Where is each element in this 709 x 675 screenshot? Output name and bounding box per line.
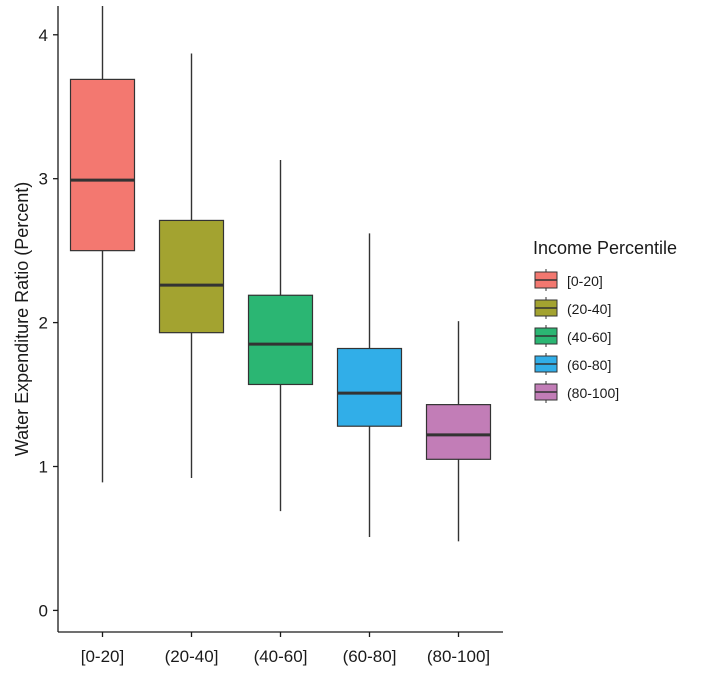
legend-label: (20-40] <box>567 301 611 317</box>
legend-label: (60-80] <box>567 357 611 373</box>
legend-item-1: [0-20] <box>534 269 603 291</box>
legend-label: [0-20] <box>567 273 603 289</box>
x-tick-label: (80-100] <box>427 647 490 666</box>
y-tick-label: 0 <box>39 601 48 620</box>
x-tick-label: (60-80] <box>343 647 397 666</box>
y-tick-label: 1 <box>39 458 48 477</box>
axes: 0 1 2 3 4 [0-20] (20-40] (40-60] (60-80] (80-100]… <box>12 6 503 666</box>
legend-item-2: (20-40] <box>534 297 611 319</box>
legend-label: (80-100] <box>567 385 619 401</box>
legend: Income Percentile [0-20] (20-40] (40-60] (60… <box>533 238 677 403</box>
x-tick-label: [0-20] <box>81 647 124 666</box>
box-iqr <box>69 78 136 252</box>
y-axis-title: Water Expenditure Ratio (Percent) <box>12 182 32 456</box>
y-tick-label: 3 <box>39 170 48 189</box>
box-iqr <box>336 347 403 427</box>
legend-label: (40-60] <box>567 329 611 345</box>
y-tick-label: 2 <box>39 314 48 333</box>
box-4 <box>336 233 403 538</box>
legend-item-5: (80-100] <box>534 381 619 403</box>
plot-area <box>69 6 492 542</box>
box-iqr <box>425 404 492 460</box>
legend-title: Income Percentile <box>533 238 677 258</box>
box-iqr <box>247 294 314 386</box>
legend-item-4: (60-80] <box>534 353 611 375</box>
legend-item-3: (40-60] <box>534 325 611 347</box>
box-2 <box>158 53 225 479</box>
box-5 <box>425 321 492 542</box>
y-tick-label: 4 <box>39 26 48 45</box>
box-1 <box>69 6 136 483</box>
x-tick-label: (40-60] <box>254 647 308 666</box>
box-3 <box>247 159 314 512</box>
x-tick-label: (20-40] <box>165 647 219 666</box>
box-iqr <box>158 219 225 334</box>
